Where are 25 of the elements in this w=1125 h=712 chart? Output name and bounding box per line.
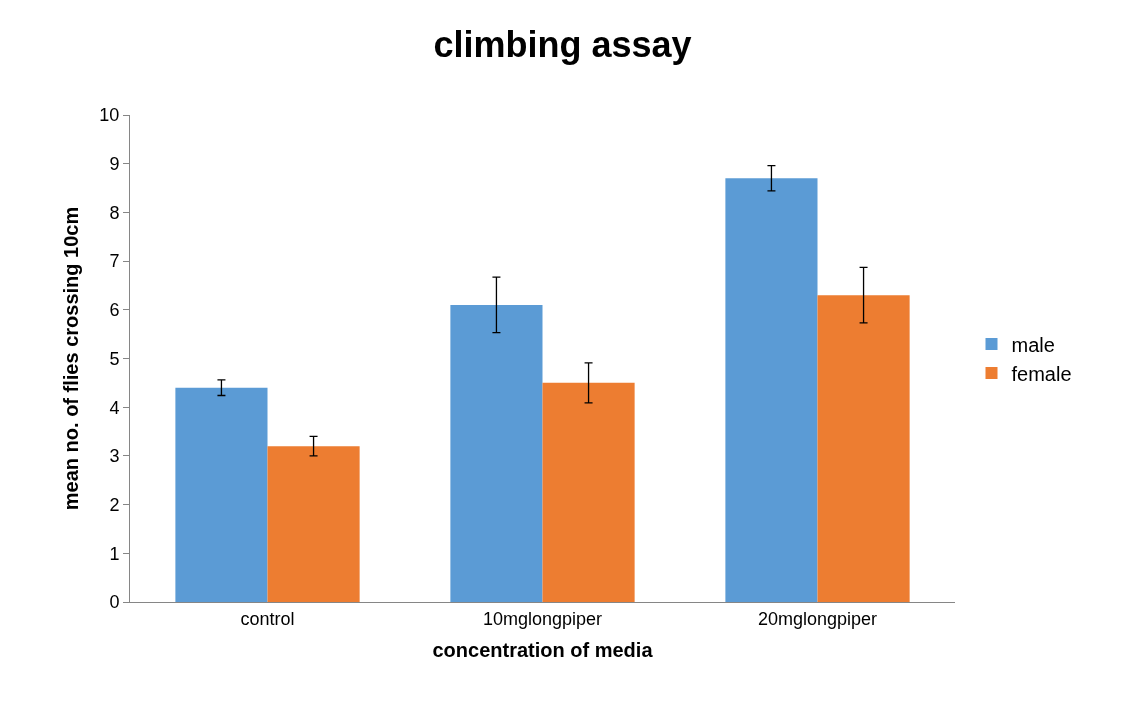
y-tick-label: 4	[109, 397, 120, 418]
y-tick-label: 1	[109, 543, 120, 564]
y-tick-label: 5	[109, 348, 120, 369]
y-tick-label: 9	[109, 154, 120, 174]
bar	[450, 304, 543, 602]
legend-label: male	[1011, 333, 1055, 356]
bar	[542, 382, 635, 602]
y-tick-label: 7	[109, 251, 120, 272]
bar	[725, 178, 818, 602]
bar	[817, 295, 910, 602]
y-tick-label: 3	[109, 446, 120, 467]
x-tick-label: control	[240, 608, 295, 629]
x-tick-label: 10mglongpiper	[482, 608, 603, 629]
y-tick-label: 8	[109, 202, 120, 223]
bar	[175, 387, 268, 602]
legend-label: female	[1011, 362, 1072, 385]
y-tick-label: 2	[109, 494, 120, 515]
y-tick-label: 0	[109, 592, 120, 613]
bar	[267, 446, 360, 602]
chart-title: climbing assay	[433, 24, 692, 66]
y-axis-title: mean no. of flies crossing 10cm	[59, 206, 82, 511]
y-tick-label: 6	[109, 300, 120, 321]
x-tick-label: 20mglongpiper	[757, 608, 878, 629]
x-axis-title: concentration of media	[432, 639, 654, 662]
y-tick-label: 10	[99, 105, 120, 126]
